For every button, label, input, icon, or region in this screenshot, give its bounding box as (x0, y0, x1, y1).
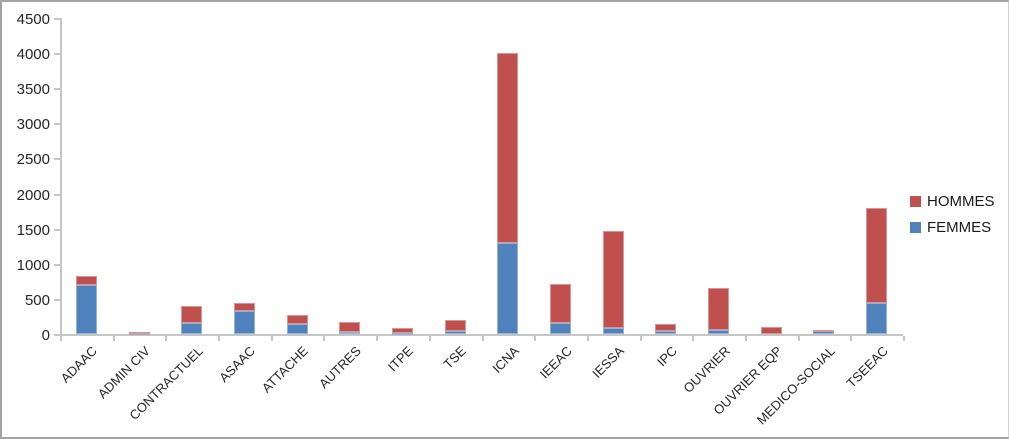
x-tick-mark (428, 336, 431, 341)
bar-segment-femmes (76, 285, 97, 334)
bar-segment-femmes (655, 331, 676, 334)
x-tick-mark (376, 336, 379, 341)
legend-label: FEMMES (927, 219, 992, 236)
y-tick-mark (54, 334, 60, 336)
x-tick-mark (639, 336, 642, 341)
x-axis-label: IEEAC (536, 343, 575, 382)
bar-segment-hommes (129, 332, 150, 334)
y-tick-mark (54, 263, 60, 266)
x-axis-line (60, 334, 903, 336)
x-axis-label: ASAAC (216, 343, 259, 386)
bar-segment-femmes (603, 328, 624, 334)
x-tick-mark (481, 336, 484, 341)
y-tick-mark (54, 193, 60, 196)
y-axis-line (60, 18, 62, 336)
y-tick-mark (54, 123, 60, 126)
y-tick-label: 500 (24, 291, 50, 309)
legend-swatch-hommes (910, 196, 921, 207)
y-tick-mark (54, 88, 60, 91)
y-tick-mark (54, 158, 60, 161)
x-axis-label: ITPE (385, 343, 417, 375)
bar-segment-femmes (181, 323, 202, 334)
bar-segment-femmes (339, 332, 360, 334)
bar-segment-hommes (287, 315, 308, 324)
x-tick-mark (165, 336, 168, 341)
x-tick-mark (692, 336, 695, 341)
bar-segment-hommes (761, 327, 782, 334)
bar-segment-femmes (497, 243, 518, 334)
x-tick-mark (323, 336, 326, 341)
x-axis-label: ADAAC (57, 343, 101, 386)
x-tick-mark (850, 336, 853, 341)
y-tick-mark (54, 53, 60, 56)
bar-segment-hommes (866, 208, 887, 303)
bar-segment-hommes (392, 328, 413, 333)
bar-segment-femmes (866, 303, 887, 334)
y-tick-mark (54, 298, 60, 301)
bar-segment-hommes (550, 284, 571, 323)
x-tick-mark (218, 336, 221, 341)
legend-swatch-femmes (910, 222, 921, 233)
bar-segment-hommes (234, 303, 255, 311)
x-axis-label: TSEEAC (843, 343, 891, 391)
y-tick-label: 4000 (16, 46, 50, 64)
bar-segment-hommes (445, 320, 466, 331)
bar-segment-hommes (603, 231, 624, 328)
legend-item-hommes: HOMMES (910, 194, 995, 209)
x-tick-mark (270, 336, 273, 341)
bar-segment-hommes (708, 288, 729, 330)
x-tick-mark (744, 336, 747, 341)
x-axis-label: TSE (440, 343, 470, 372)
legend-label: HOMMES (927, 193, 995, 210)
x-tick-mark (60, 336, 62, 341)
x-axis-label: OUVRIER (680, 343, 733, 396)
y-tick-label: 2500 (16, 151, 50, 169)
bar-segment-femmes (392, 333, 413, 335)
y-tick-label: 4500 (16, 11, 50, 28)
y-tick-label: 3000 (16, 116, 50, 134)
bar-segment-hommes (655, 324, 676, 331)
bar-segment-femmes (287, 324, 308, 334)
bar-segment-hommes (181, 306, 202, 323)
x-axis-label: ATTACHE (258, 343, 311, 396)
y-tick-label: 0 (41, 327, 50, 344)
x-tick-mark (534, 336, 537, 341)
y-tick-label: 3500 (16, 81, 50, 99)
bar-segment-femmes (445, 331, 466, 334)
bar-segment-femmes (234, 311, 255, 334)
bar-segment-femmes (550, 323, 571, 334)
legend-item-femmes: FEMMES (910, 220, 995, 235)
bar-segment-hommes (339, 322, 360, 332)
x-tick-mark (903, 336, 905, 341)
x-tick-mark (112, 336, 115, 341)
x-tick-mark (797, 336, 800, 341)
bar-segment-hommes (76, 276, 97, 285)
x-axis-label: ICNA (489, 343, 522, 376)
x-tick-mark (586, 336, 589, 341)
x-axis-label: AUTRES (315, 343, 364, 392)
bar-segment-hommes (497, 53, 518, 243)
x-axis-label: IPC (653, 343, 680, 370)
y-tick-mark (54, 228, 60, 231)
y-tick-label: 1000 (16, 256, 50, 274)
y-tick-mark (54, 18, 60, 20)
bar-segment-femmes (708, 330, 729, 334)
legend: HOMMES FEMMES (910, 194, 995, 246)
y-tick-label: 1500 (16, 221, 50, 239)
x-axis-label: IESSA (589, 343, 628, 381)
bar-segment-hommes (813, 330, 834, 332)
x-axis-label: ADMIN CIV (94, 343, 153, 402)
y-tick-label: 2000 (16, 186, 50, 204)
